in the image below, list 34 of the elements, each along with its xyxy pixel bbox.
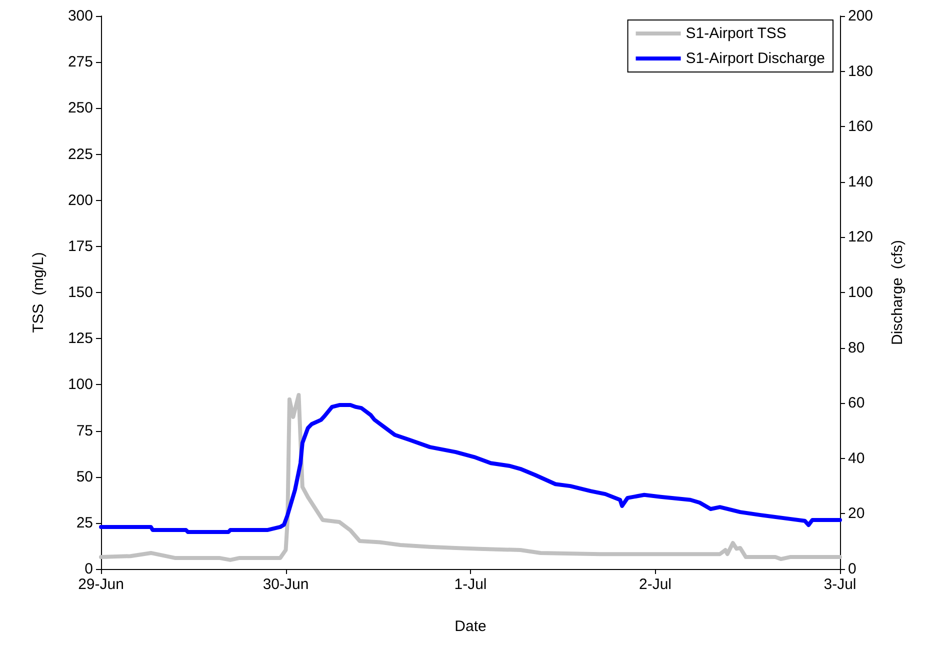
y2-tick-label: 140: [848, 173, 874, 190]
x-tick-label: 30-Jun: [262, 576, 309, 593]
legend-label: S1-Airport Discharge: [686, 50, 825, 67]
y-tick-label: 150: [68, 284, 93, 301]
y2-tick-label: 180: [848, 62, 874, 80]
y-tick-label: 175: [68, 238, 93, 255]
y-tick-label: 300: [68, 8, 93, 24]
y2-tick-label: 100: [848, 284, 874, 301]
x-tick-label: 29-Jun: [78, 576, 124, 593]
y-tick-label: 125: [68, 330, 93, 348]
y2-tick-label: 60: [848, 394, 865, 412]
y-tick-label: 25: [76, 514, 93, 532]
y2-tick-label: 80: [848, 339, 865, 356]
x-axis-title: Date: [454, 618, 486, 635]
x-tick-label: 3-Jul: [824, 576, 856, 593]
y-tick-label: 0: [84, 560, 93, 578]
legend-label: S1-Airport TSS: [686, 25, 786, 42]
y2-tick-label: 40: [848, 450, 865, 467]
y-tick-label: 250: [68, 100, 93, 117]
y2-tick-label: 120: [848, 228, 874, 246]
y-tick-label: 225: [68, 146, 93, 163]
y2-axis-title: Discharge (cfs): [889, 240, 906, 346]
y2-tick-label: 200: [848, 8, 874, 24]
y-tick-label: 75: [76, 422, 93, 440]
x-tick-label: 1-Jul: [454, 576, 487, 593]
y2-tick-label: 0: [848, 560, 856, 578]
y-axis-title: TSS (mg/L): [30, 252, 47, 333]
y2-tick-label: 160: [848, 118, 874, 136]
y-tick-label: 200: [68, 192, 93, 209]
y-tick-label: 100: [68, 376, 93, 394]
x-tick-label: 2-Jul: [638, 576, 672, 593]
y-tick-label: 50: [76, 468, 93, 486]
y-tick-label: 275: [68, 54, 93, 71]
y2-tick-label: 20: [848, 505, 865, 522]
